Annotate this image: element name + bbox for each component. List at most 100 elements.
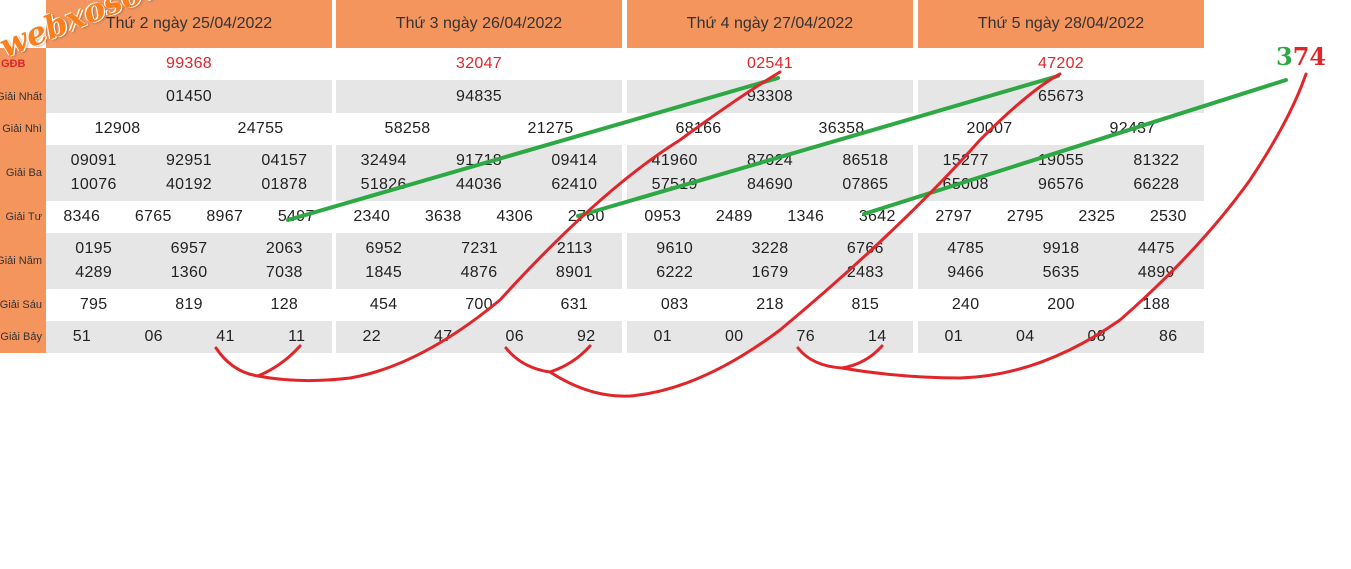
red-curve-1	[214, 70, 782, 383]
seventh-prize-row: 01 04 08 86	[918, 321, 1204, 353]
fifth-prize-number: 2113	[556, 240, 593, 257]
fourth-prize-number: 1346	[787, 208, 825, 225]
seventh-prize-number: 14	[868, 328, 887, 345]
sixth-prize-number: 700	[465, 296, 493, 313]
fifth-prize-number: 8901	[555, 264, 593, 281]
special-prize-number: 99368	[166, 55, 212, 72]
fifth-prize-row: 4785 9918 4475 9466 5635 4899	[918, 233, 1204, 289]
fourth-prize-number: 3638	[424, 208, 462, 225]
fifth-prize-number: 9610	[656, 240, 694, 257]
label-third-prize: Giải Ba	[0, 145, 46, 201]
seventh-prize-number: 92	[577, 328, 596, 345]
third-prize-number: 09414	[551, 152, 598, 169]
column-header-date: Thứ 2 ngày 25/04/2022	[46, 0, 332, 48]
fifth-prize-number: 9466	[947, 264, 985, 281]
third-prize-row: 09091 92951 04157 10076 40192 01878	[46, 145, 332, 201]
fifth-prize-number: 7038	[265, 264, 303, 281]
fifth-prize-number: 4289	[75, 264, 113, 281]
second-prize-number: 21275	[527, 120, 574, 137]
sixth-prize-number: 631	[560, 296, 589, 313]
column-header-date: Thứ 4 ngày 27/04/2022	[627, 0, 913, 48]
sixth-prize-row: 795 819 128	[46, 289, 332, 321]
fourth-prize-number: 2530	[1149, 208, 1187, 225]
fifth-prize-number: 7231	[461, 240, 498, 257]
red-curve-2-tick	[548, 344, 592, 374]
fifth-prize-row: 0195 6957 2063 4289 1360 7038	[46, 233, 332, 289]
third-prize-number: 09091	[70, 152, 117, 169]
fourth-prize-row: 2340 3638 4306 2760	[336, 201, 622, 233]
fifth-prize-number: 5635	[1042, 264, 1080, 281]
fourth-prize-number: 4306	[496, 208, 534, 225]
seventh-prize-row: 51 06 41 11	[46, 321, 332, 353]
seventh-prize-number: 86	[1159, 328, 1178, 345]
fourth-prize-row: 0953 2489 1346 3642	[627, 201, 913, 233]
first-prize-row: 94835	[336, 80, 622, 113]
first-prize-number: 65673	[1038, 87, 1084, 105]
third-prize-number: 81322	[1133, 152, 1180, 169]
label-fifth-prize: Giải Năm	[0, 233, 46, 289]
second-prize-number: 20007	[966, 120, 1013, 137]
second-prize-number: 12908	[94, 120, 141, 137]
second-prize-number: 58258	[384, 120, 431, 137]
third-prize-number: 91718	[455, 152, 502, 169]
special-prize-row: 99368	[46, 48, 332, 80]
fourth-prize-number: 8967	[206, 208, 244, 225]
sixth-prize-number: 795	[79, 296, 108, 313]
column-header-date: Thứ 3 ngày 26/04/2022	[336, 0, 622, 48]
fifth-prize-row: 6952 7231 2113 1845 4876 8901	[336, 233, 622, 289]
fifth-prize-number: 4785	[947, 240, 985, 257]
third-prize-number: 10076	[70, 176, 117, 193]
fifth-prize-number: 6957	[170, 240, 208, 257]
seventh-prize-number: 76	[796, 328, 815, 345]
second-prize-row: 58258 21275	[336, 113, 622, 145]
sixth-prize-number: 218	[756, 296, 784, 313]
sixth-prize-number: 083	[660, 296, 689, 313]
third-prize-number: 92951	[165, 152, 212, 169]
special-prize-row: 32047	[336, 48, 622, 80]
fifth-prize-number: 4876	[460, 264, 498, 281]
fourth-prize-number: 2340	[353, 208, 391, 225]
seventh-prize-number: 01	[653, 328, 672, 345]
fourth-prize-number: 0953	[644, 208, 682, 225]
fifth-prize-row: 9610 3228 6766 6222 1679 2483	[627, 233, 913, 289]
first-prize-row: 65673	[918, 80, 1204, 113]
second-prize-row: 68166 36358	[627, 113, 913, 145]
second-prize-number: 36358	[818, 120, 865, 137]
fifth-prize-number: 6952	[365, 240, 403, 257]
seventh-prize-number: 06	[505, 328, 524, 345]
column-header-date: Thứ 5 ngày 28/04/2022	[918, 0, 1204, 48]
third-prize-number: 86518	[842, 152, 889, 169]
seventh-prize-number: 06	[144, 328, 163, 345]
seventh-prize-number: 00	[725, 328, 744, 345]
sixth-prize-number: 819	[175, 296, 203, 313]
red-curve-3-tick	[840, 344, 884, 370]
fifth-prize-number: 9918	[1042, 240, 1080, 257]
fourth-prize-number: 2489	[715, 208, 753, 225]
seventh-prize-number: 11	[288, 328, 306, 345]
highlight-number: 374	[1276, 42, 1326, 71]
second-prize-row: 20007 92437	[918, 113, 1204, 145]
third-prize-number: 40192	[165, 176, 212, 193]
highlight-number-red: 74	[1292, 42, 1327, 71]
third-prize-number: 01878	[261, 176, 308, 193]
sixth-prize-number: 200	[1047, 296, 1075, 313]
third-prize-number: 15277	[942, 152, 989, 169]
third-prize-number: 96576	[1037, 176, 1084, 193]
seventh-prize-number: 41	[216, 328, 235, 345]
seventh-prize-number: 47	[434, 328, 453, 345]
first-prize-row: 01450	[46, 80, 332, 113]
third-prize-number: 57519	[651, 176, 698, 193]
fifth-prize-number: 6222	[656, 264, 694, 281]
sixth-prize-number: 240	[951, 296, 980, 313]
sixth-prize-row: 240 200 188	[918, 289, 1204, 321]
fourth-prize-row: 2797 2795 2325 2530	[918, 201, 1204, 233]
fifth-prize-number: 4475	[1137, 240, 1175, 257]
third-prize-number: 32494	[360, 152, 407, 169]
second-prize-row: 12908 24755	[46, 113, 332, 145]
first-prize-number: 94835	[456, 87, 502, 105]
fifth-prize-number: 1360	[170, 264, 208, 281]
green-line-1	[286, 76, 780, 222]
third-prize-number: 41960	[651, 152, 698, 169]
fourth-prize-row: 8346 6765 8967 5497	[46, 201, 332, 233]
third-prize-number: 04157	[261, 152, 308, 169]
